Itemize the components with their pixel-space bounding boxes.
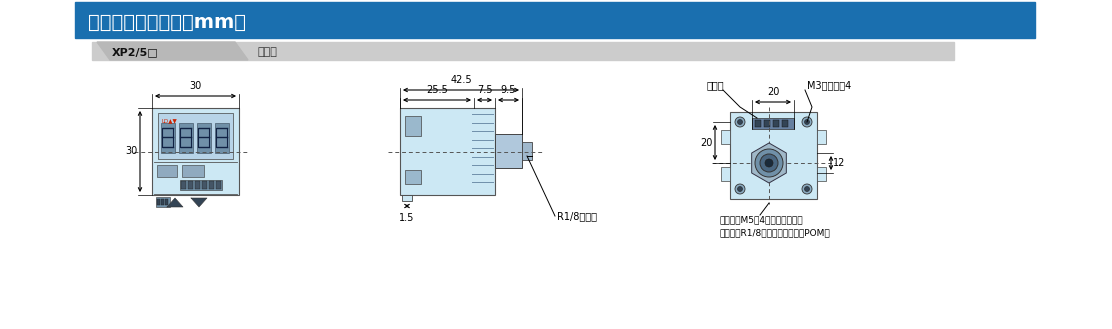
Circle shape <box>802 117 812 127</box>
Bar <box>773 120 780 127</box>
Text: 外形尺寸图（单位：mm）: 外形尺寸图（单位：mm） <box>88 13 246 32</box>
Bar <box>197 123 211 153</box>
Bar <box>522 142 532 160</box>
Circle shape <box>802 184 812 194</box>
Bar <box>157 165 177 177</box>
Bar <box>181 181 186 189</box>
Bar <box>721 167 729 181</box>
Polygon shape <box>97 42 248 60</box>
Circle shape <box>735 117 745 127</box>
Bar <box>165 199 168 205</box>
Bar <box>721 130 729 144</box>
Circle shape <box>735 184 745 194</box>
Text: XP2/5□: XP2/5□ <box>112 47 159 57</box>
Text: LD▲▼: LD▲▼ <box>162 118 178 123</box>
Bar <box>405 170 421 184</box>
Text: 1.5: 1.5 <box>399 213 415 223</box>
Circle shape <box>765 159 773 167</box>
Text: 外螺纹：R1/8（材质：六角赛钢POM）: 外螺纹：R1/8（材质：六角赛钢POM） <box>719 228 831 237</box>
Bar <box>817 167 826 181</box>
Bar <box>195 181 200 189</box>
Text: 传感器: 传感器 <box>258 47 278 57</box>
Bar <box>161 123 175 153</box>
Bar <box>403 195 413 201</box>
Polygon shape <box>191 198 207 207</box>
Bar <box>156 197 170 207</box>
Bar <box>75 2 1035 38</box>
Circle shape <box>804 119 810 124</box>
Text: M3内螺纹深4: M3内螺纹深4 <box>807 80 852 90</box>
Bar <box>161 199 163 205</box>
Circle shape <box>755 149 783 177</box>
Text: 7.5: 7.5 <box>477 85 493 95</box>
Circle shape <box>737 187 743 191</box>
Bar <box>180 180 222 190</box>
Bar <box>764 120 770 127</box>
Bar <box>400 108 495 195</box>
Text: 连接器: 连接器 <box>706 80 724 90</box>
Bar <box>152 108 239 195</box>
Circle shape <box>759 154 778 172</box>
Bar <box>782 120 788 127</box>
Bar <box>209 181 214 189</box>
Bar <box>215 123 229 153</box>
Bar <box>179 123 193 153</box>
Bar <box>158 113 234 159</box>
Bar <box>495 134 522 168</box>
Text: 12: 12 <box>833 158 845 168</box>
Text: 9.5: 9.5 <box>500 85 516 95</box>
Text: R1/8外螺纹: R1/8外螺纹 <box>557 211 597 221</box>
Text: 30: 30 <box>126 146 138 157</box>
Bar <box>216 181 221 189</box>
Circle shape <box>804 187 810 191</box>
Text: 内螺纹：M5深4（材质：黄铜）: 内螺纹：M5深4（材质：黄铜） <box>719 215 804 224</box>
Text: 25.5: 25.5 <box>426 85 448 95</box>
Circle shape <box>737 119 743 124</box>
Bar <box>92 42 954 60</box>
Bar <box>752 118 794 129</box>
Text: 30: 30 <box>189 81 201 91</box>
Bar <box>182 165 203 177</box>
Bar <box>817 130 826 144</box>
Bar <box>755 120 761 127</box>
Bar <box>188 181 193 189</box>
Text: 20: 20 <box>767 87 780 97</box>
Bar <box>202 181 207 189</box>
Bar <box>157 199 160 205</box>
Text: 20: 20 <box>701 138 713 147</box>
Polygon shape <box>167 198 183 207</box>
Polygon shape <box>752 143 786 183</box>
Bar <box>729 112 817 199</box>
Text: 42.5: 42.5 <box>450 75 471 85</box>
Bar <box>405 116 421 136</box>
